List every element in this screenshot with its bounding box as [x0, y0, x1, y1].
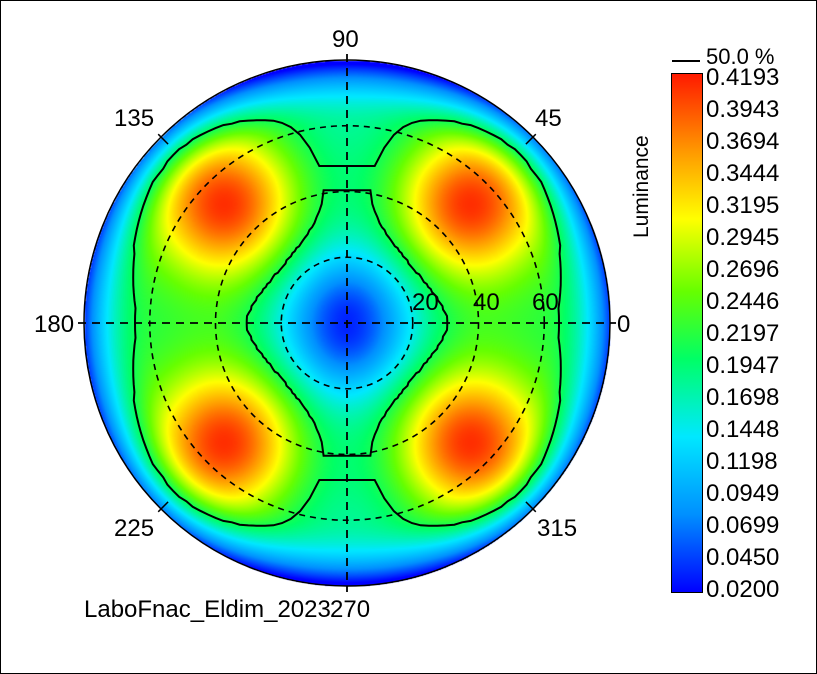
- colorbar-tick-label: 0.3444: [706, 160, 780, 187]
- contour-50-inner: [245, 189, 449, 457]
- colorbar-tick-label: 0.3943: [706, 96, 780, 123]
- radial-label-60: 60: [532, 289, 559, 316]
- colorbar-title: Luminance: [630, 135, 653, 238]
- angle-label-45: 45: [535, 105, 562, 132]
- colorbar: [671, 73, 703, 593]
- radial-grid-circle-40: [214, 190, 480, 456]
- rim-tick-45: [525, 133, 537, 145]
- colorbar-tick-label: 0.2197: [706, 320, 780, 347]
- colorbar-tick-label: 0.2696: [706, 256, 780, 283]
- colorbar-tick-label: 0.1698: [706, 384, 780, 411]
- rim-tick-135: [157, 133, 169, 145]
- rim-tick-315: [525, 501, 537, 513]
- angle-label-90: 90: [332, 26, 359, 53]
- colorbar-tick-label: 0.3694: [706, 128, 780, 155]
- colorbar-tick-label: 0.2945: [706, 224, 780, 251]
- angle-label-180: 180: [34, 311, 75, 338]
- angle-label-0: 0: [617, 311, 631, 338]
- colorbar-tick-label: 0.2446: [706, 288, 780, 315]
- colorbar-tick-label: 0.1198: [706, 448, 778, 475]
- colorbar-tick-label: 0.1947: [706, 352, 780, 379]
- colorbar-ticks: 0.4193 0.3943 0.3694 0.3444 0.3195 0.2945 0.26…: [702, 60, 802, 620]
- radial-label-20: 20: [412, 289, 439, 316]
- angle-label-315: 315: [537, 515, 578, 542]
- colorbar-tick-label: 0.0450: [706, 544, 780, 571]
- angle-label-225: 225: [114, 515, 155, 542]
- colorbar-tick-label: 0.4193: [706, 64, 780, 91]
- colorbar-tick-label: 0.0200: [706, 576, 780, 603]
- angle-label-270: 270: [330, 596, 371, 623]
- colorbar-tick-label: 0.0699: [706, 512, 780, 539]
- colorbar-tick-label: 0.1448: [706, 416, 780, 443]
- rim-tick-225: [157, 501, 169, 513]
- footer-label: LaboFnac_Eldim_2023: [84, 596, 331, 623]
- contour-50-outer: [132, 119, 562, 527]
- colorbar-tick-label: 0.0949: [706, 480, 780, 507]
- radial-label-40: 40: [473, 289, 500, 316]
- contour-legend-line: [672, 60, 700, 62]
- angle-label-135: 135: [114, 105, 155, 132]
- colorbar-tick-label: 0.3195: [706, 192, 780, 219]
- contour-legend-label: 50.0 %: [706, 44, 775, 69]
